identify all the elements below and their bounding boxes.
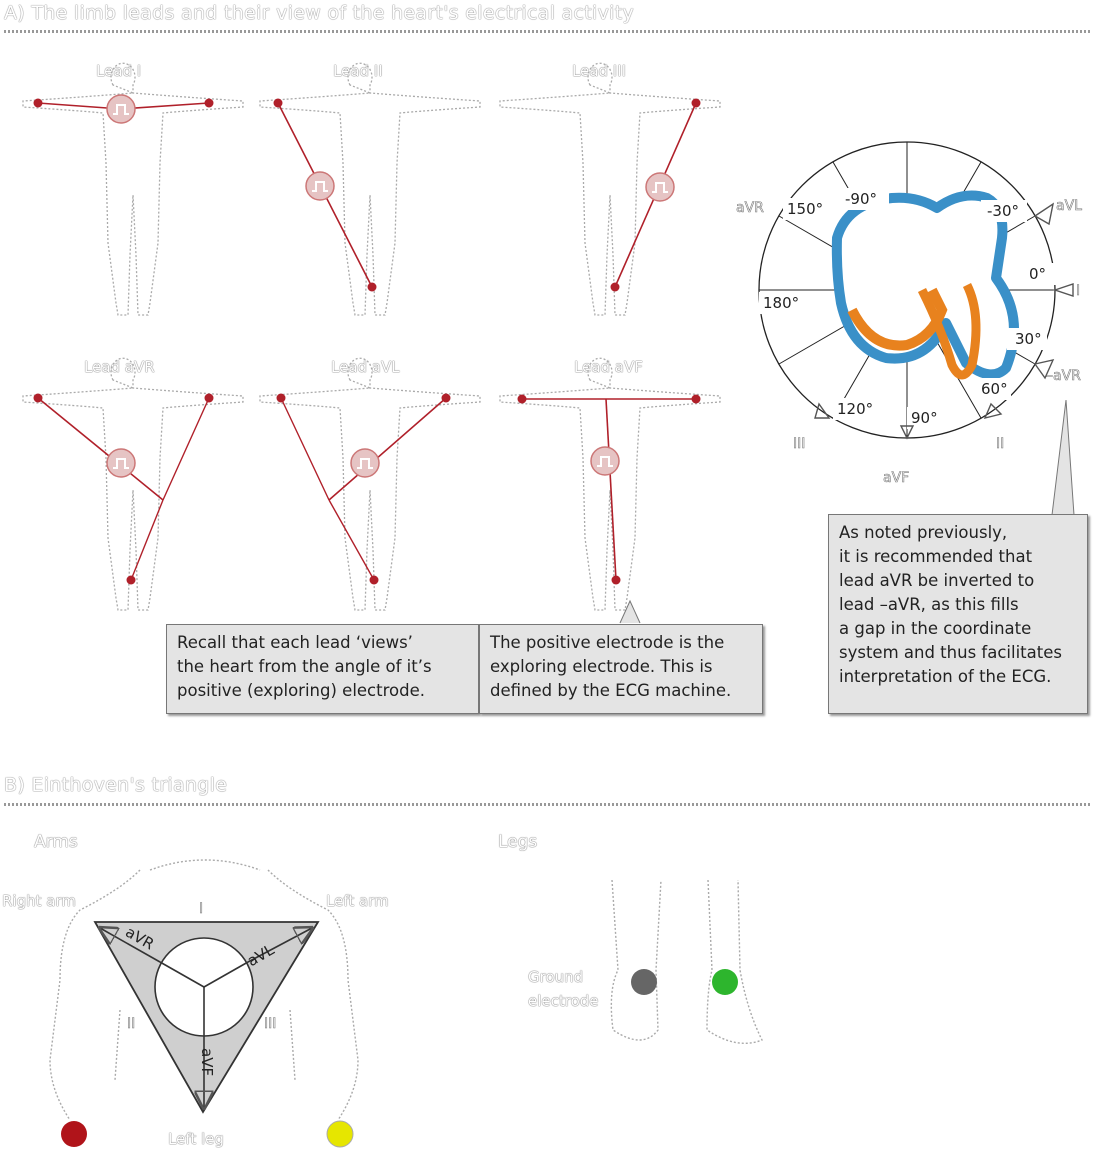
callout-pointer (1051, 399, 1075, 516)
lead-tag-avl: aVL (1056, 198, 1082, 214)
left-arm-electrode (326, 1120, 354, 1148)
panel-label-lead-iii: Lead III (572, 62, 627, 80)
note-inverted-avr: As noted previously, it is recommended t… (828, 514, 1088, 714)
triangle-label-i: I (199, 901, 203, 917)
lead-iii-panel (499, 62, 721, 316)
triangle-label-avf: aVF (198, 1048, 216, 1076)
section-a-title: A) The limb leads and their view of the … (4, 2, 635, 24)
lead-tag-iii: III (793, 436, 805, 452)
panel-label-lead-avr: Lead aVR (84, 358, 155, 376)
torso-outline (49, 859, 359, 1121)
angle-label: 150° (787, 200, 823, 218)
triangle-label-ii: II (127, 1016, 135, 1032)
lead-i-panel (22, 62, 244, 316)
right-arm-label: Right arm (2, 892, 76, 910)
angle-label: 60° (981, 380, 1008, 398)
triangle-label-iii: III (264, 1016, 276, 1032)
heart-icon (590, 446, 620, 476)
lead-tag-avf: aVF (883, 470, 909, 486)
section-b-divider (4, 803, 1090, 806)
legs-outline (610, 879, 763, 1044)
ground-label-line-2: electrode (528, 992, 599, 1010)
heart-icon (350, 448, 380, 478)
left-arm-label: Left arm (326, 892, 389, 910)
callout-pointer (619, 599, 641, 624)
einthoven-triangle: aVR aVL aVF II III I (93, 901, 320, 1114)
lead-avf-panel (499, 357, 721, 611)
ground-label-line-1: Ground (528, 968, 584, 986)
lead-tag-ii: II (996, 436, 1004, 452)
lead-tag-neg-avr: –aVR (1046, 368, 1081, 384)
ground-electrode (631, 969, 657, 995)
angle-label: 120° (837, 400, 873, 418)
lead-avr-panel (22, 357, 244, 611)
heart-icon (305, 171, 335, 201)
note-positive-electrode: The positive electrode is the exploring … (479, 624, 763, 714)
legs-label: Legs (498, 832, 538, 852)
left-leg-label: Left leg (168, 1130, 224, 1148)
panel-label-lead-avf: Lead aVF (574, 358, 643, 376)
lead-tag-i: I (1076, 283, 1080, 299)
right-arm-electrode (61, 1121, 87, 1147)
angle-label: 30° (1015, 330, 1042, 348)
note-recall: Recall that each lead ‘views’ the heart … (166, 624, 479, 714)
section-b-title: B) Einthoven's triangle (4, 774, 228, 796)
heart-illustration (831, 190, 1019, 380)
hexaxial-diagram: -90° -30° 0° 30° 60° 90° 120° 180° 150° (758, 141, 1074, 440)
arms-label: Arms (34, 832, 78, 852)
angle-label: -90° (845, 190, 877, 208)
heart-icon (106, 448, 136, 478)
left-leg-electrode (712, 969, 738, 995)
angle-label: -30° (987, 202, 1019, 220)
lead-avl-panel (259, 357, 481, 611)
lead-ii-panel (259, 62, 481, 316)
angle-label: 0° (1029, 265, 1046, 283)
panel-label-lead-ii: Lead II (333, 62, 383, 80)
angle-label: 180° (763, 294, 799, 312)
heart-icon (645, 172, 675, 202)
section-a-divider (4, 30, 1090, 33)
heart-icon (106, 94, 136, 124)
lead-tag-avr: aVR (736, 200, 764, 216)
angle-label: 90° (911, 409, 938, 427)
